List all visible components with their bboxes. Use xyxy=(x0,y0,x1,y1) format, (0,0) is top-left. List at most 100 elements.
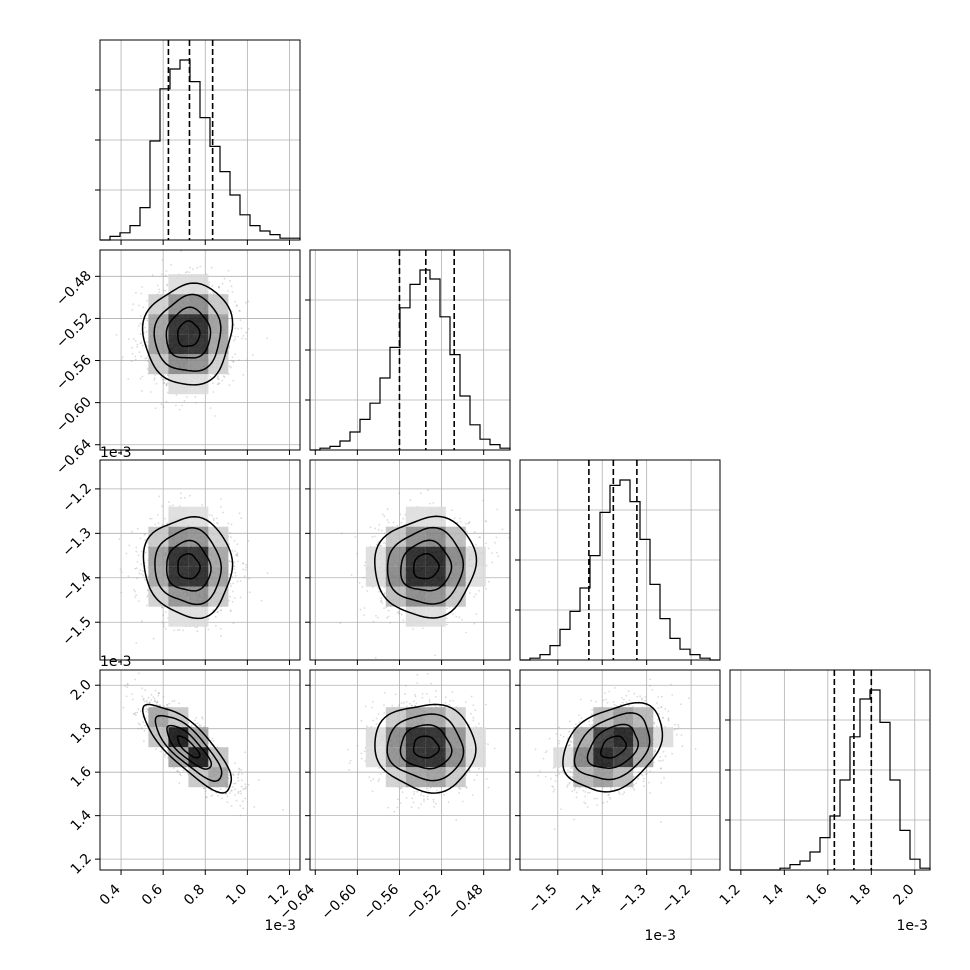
scatter-point xyxy=(124,685,127,687)
scatter-point xyxy=(127,575,130,577)
scatter-point xyxy=(153,379,156,381)
scatter-point xyxy=(380,544,383,547)
scatter-point xyxy=(146,589,149,592)
scatter-point xyxy=(127,378,130,380)
scatter-point xyxy=(230,585,233,587)
scatter-point xyxy=(478,536,480,539)
scatter-point xyxy=(217,378,220,381)
hist-panel-2 xyxy=(515,459,721,665)
scatter-point xyxy=(143,533,146,536)
scatter-point xyxy=(164,274,167,277)
scatter-point xyxy=(201,504,204,506)
scatter-point xyxy=(155,701,158,704)
density-cell xyxy=(208,586,229,607)
scatter-point xyxy=(125,552,128,555)
scatter-point xyxy=(228,346,230,349)
scatter-point xyxy=(459,520,462,523)
scatter-point xyxy=(139,377,142,380)
scatter-point xyxy=(136,527,139,530)
scatter-point xyxy=(381,602,384,604)
scatter-point xyxy=(131,346,134,349)
pair-panel-2-0 xyxy=(95,459,301,665)
scatter-point xyxy=(473,596,475,598)
scatter-point xyxy=(157,522,160,524)
scatter-point xyxy=(201,716,203,718)
scatter-point xyxy=(150,699,153,701)
scatter-point xyxy=(141,550,143,553)
scatter-point xyxy=(134,355,137,358)
scatter-point xyxy=(479,536,482,539)
scatter-point xyxy=(159,750,162,753)
scatter-point xyxy=(464,522,467,525)
scatter-point xyxy=(165,384,168,386)
scatter-point xyxy=(222,511,225,514)
scatter-point xyxy=(158,495,161,498)
scatter-point xyxy=(138,304,140,307)
scatter-point xyxy=(145,330,148,333)
scatter-point xyxy=(385,606,388,609)
scatter-point xyxy=(239,580,242,582)
scatter-point xyxy=(228,345,231,348)
scatter-point xyxy=(218,382,221,384)
scatter-point xyxy=(232,590,234,593)
scatter-point xyxy=(223,376,226,379)
scatter-point xyxy=(350,574,353,576)
scatter-point xyxy=(484,519,487,522)
scatter-point xyxy=(149,391,152,393)
scatter-point xyxy=(149,517,151,520)
scatter-point xyxy=(362,576,365,579)
scatter-point xyxy=(182,769,185,772)
scatter-point xyxy=(140,355,143,358)
scatter-point xyxy=(409,499,412,502)
scatter-point xyxy=(161,524,164,526)
scatter-point xyxy=(233,324,236,326)
scatter-point xyxy=(233,568,236,570)
scatter-point xyxy=(248,591,251,594)
scatter-point xyxy=(234,550,237,553)
scatter-point xyxy=(166,522,169,525)
scatter-point xyxy=(139,342,142,345)
scatter-point xyxy=(164,517,167,520)
scatter-point xyxy=(143,700,146,703)
scatter-point xyxy=(236,304,238,307)
scatter-point xyxy=(238,309,241,312)
scatter-point xyxy=(130,360,133,363)
scatter-point xyxy=(141,344,144,347)
scatter-point xyxy=(231,356,234,358)
panel-frame xyxy=(309,249,511,451)
scatter-point xyxy=(172,767,175,769)
density-cell xyxy=(148,334,169,355)
density-cell xyxy=(168,374,189,395)
scatter-point xyxy=(245,331,248,334)
scatter-point xyxy=(491,552,493,554)
scatter-point xyxy=(133,589,136,591)
scatter-point xyxy=(383,592,386,594)
scatter-point xyxy=(146,360,149,363)
scatter-point xyxy=(387,615,390,618)
scatter-point xyxy=(361,585,364,588)
scatter-point xyxy=(383,607,386,609)
scatter-point xyxy=(266,337,269,340)
scatter-point xyxy=(380,597,382,600)
scatter-point xyxy=(154,523,157,526)
scatter-point xyxy=(205,795,208,798)
scatter-point xyxy=(214,415,217,417)
scatter-point xyxy=(150,694,153,696)
scatter-point xyxy=(234,353,236,355)
scatter-point xyxy=(234,335,237,338)
scatter-point xyxy=(217,611,219,613)
hist-step-3 xyxy=(730,689,931,871)
scatter-point xyxy=(139,537,142,540)
scatter-point xyxy=(158,288,161,291)
scatter-point xyxy=(232,360,235,363)
scatter-point xyxy=(402,517,405,520)
scatter-point xyxy=(229,595,231,598)
density-cell xyxy=(148,546,169,567)
scatter-point xyxy=(459,517,461,520)
density-cell xyxy=(188,586,209,607)
scatter-point xyxy=(229,279,231,282)
scatter-point xyxy=(402,619,405,622)
scatter-point xyxy=(245,563,248,566)
density-cell xyxy=(148,294,169,315)
